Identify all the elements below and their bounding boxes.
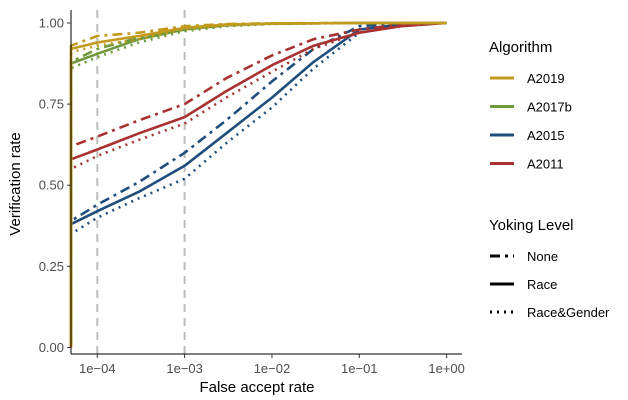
series-line-a2015-none — [69, 21, 447, 348]
x-tick-label: 1e−01 — [341, 361, 378, 376]
legend-label-a2011: A2011 — [527, 157, 564, 172]
legend-label-race: Race — [527, 277, 557, 292]
y-tick-label: 1.00 — [39, 15, 64, 30]
plot-area: 1e−04 1e−03 1e−02 1e−01 1e+00 0.000.250.500.… — [39, 10, 465, 376]
legend-label-racegender: Race&Gender — [527, 305, 610, 320]
series-line-a2015-race — [69, 21, 447, 348]
x-axis-title: False accept rate — [199, 379, 314, 396]
series-line-a2019-race — [69, 21, 447, 348]
x-tick-label: 1e+00 — [428, 361, 465, 376]
legend-title-algorithm: Algorithm — [489, 39, 552, 56]
x-tick-label: 1e−02 — [254, 361, 291, 376]
series-line-a2011-race — [69, 21, 447, 348]
x-tick-label: 1e−04 — [79, 361, 116, 376]
y-tick-label: 0.75 — [39, 97, 64, 112]
series-layer — [69, 21, 447, 348]
legend-title-yoking: Yoking Level — [489, 217, 574, 234]
legend-label-a2019: A2019 — [527, 71, 565, 86]
legend-label-a2017b: A2017b — [527, 100, 572, 115]
y-tick-label: 0.25 — [39, 259, 64, 274]
series-line-a2017b-racegender — [69, 21, 447, 348]
y-tick-label: 0.50 — [39, 178, 64, 193]
series-line-a2019-none — [69, 21, 447, 348]
reference-lines — [96, 10, 186, 354]
series-line-a2011-racegender — [69, 21, 447, 348]
x-ticks: 1e−04 1e−03 1e−02 1e−01 1e+00 — [79, 354, 465, 376]
legend: Algorithm A2019 A2017b A2015 A2011 Yoking L… — [489, 39, 610, 320]
y-tick-label: 0.00 — [39, 340, 64, 355]
series-line-a2011-none — [69, 21, 447, 348]
y-ticks: 0.00 0.25 0.50 0.75 1.00 — [39, 15, 71, 355]
x-tick-label: 1e−03 — [166, 361, 203, 376]
series-line-a2015-racegender — [69, 21, 447, 348]
legend-label-none: None — [527, 249, 558, 264]
legend-yoking-entries: None Race Race&Gender — [490, 249, 610, 320]
legend-algorithm-entries: A2019 A2017b A2015 A2011 — [490, 71, 572, 172]
legend-label-a2015: A2015 — [527, 128, 565, 143]
y-axis-title: Verification rate — [7, 132, 24, 235]
